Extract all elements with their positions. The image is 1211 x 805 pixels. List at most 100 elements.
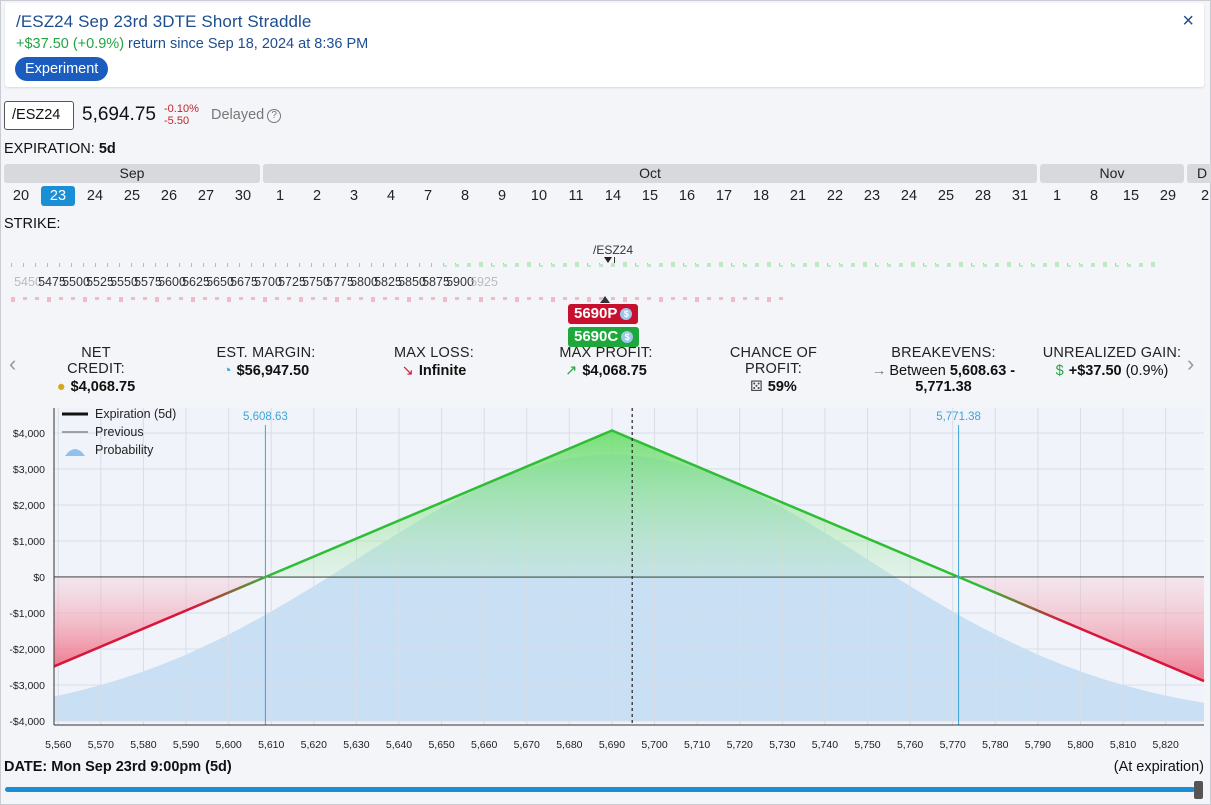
expiration-day[interactable]: 8 [1089,188,1099,204]
put-volume-bar [395,297,399,300]
put-leg-chip[interactable]: 5690P $ [568,304,639,324]
expiration-day[interactable]: 15 [1122,188,1140,204]
expiration-day[interactable]: 9 [497,188,507,204]
expiration-day[interactable]: 27 [197,188,215,204]
put-volume-bar [719,297,723,300]
strike-tick [71,263,72,267]
put-volume-bar [311,297,315,300]
expiration-day[interactable]: 1 [1052,188,1062,204]
expiration-day[interactable]: 1 [275,188,285,204]
strike-label-item[interactable]: 5725 [278,275,306,289]
expiration-day[interactable]: 3 [349,188,359,204]
strike-tick [323,263,324,267]
strike-label-item[interactable]: 5650 [206,275,234,289]
month-nov[interactable]: Nov [1040,164,1184,183]
expiration-day[interactable]: 23 [41,186,75,206]
question-circle-icon[interactable]: ? [267,109,282,123]
expiration-day[interactable]: 21 [789,188,807,204]
symbol-input[interactable]: /ESZ24 [4,101,74,130]
call-volume-bar [995,263,999,267]
strike-label-item[interactable]: 5700 [254,275,282,289]
expiration-day[interactable]: 18 [752,188,770,204]
strike-label-item[interactable]: 5475 [38,275,66,289]
expiration-day[interactable]: 24 [86,188,104,204]
strike-label-item[interactable]: 5600 [158,275,186,289]
change-absolute: -5.50 [164,115,190,127]
dice-icon: ⚄ [750,379,763,395]
x-tick-label: 5,670 [514,739,540,751]
y-tick-label: $1,000 [13,536,45,548]
call-volume-bar [743,264,747,267]
expiration-day[interactable]: 14 [604,188,622,204]
close-button[interactable]: × [1182,10,1194,32]
call-volume-bar [851,263,855,267]
call-volume-bar [935,264,939,267]
y-tick-label: -$3,000 [9,680,45,692]
expiration-day[interactable]: 16 [678,188,696,204]
expiration-day[interactable]: 4 [386,188,396,204]
call-volume-bar [683,265,687,267]
strike-tick [131,263,132,267]
expiration-day[interactable]: 22 [826,188,844,204]
expiration-day[interactable]: 29 [1159,188,1177,204]
call-volume-bar [707,263,711,267]
strike-label-item[interactable]: 5575 [134,275,162,289]
expiration-day[interactable]: 31 [1011,188,1029,204]
expiration-day[interactable]: 30 [234,188,252,204]
strike-label-item[interactable]: 5800 [350,275,378,289]
expiration-day[interactable]: 26 [160,188,178,204]
date-slider-handle[interactable] [1194,781,1203,799]
chevron-left-icon[interactable]: ‹ [9,351,17,376]
strike-label-item[interactable]: 5850 [398,275,426,289]
strike-tick [203,263,204,267]
strike-tick [35,263,36,267]
strike-tick [431,263,432,267]
experiment-tag[interactable]: Experiment [15,57,109,81]
strike-label-item[interactable]: 5525 [86,275,114,289]
date-slider-track[interactable] [5,787,1195,792]
expiration-day[interactable]: 23 [863,188,881,204]
expiration-day[interactable]: 25 [123,188,141,204]
expiration-day[interactable]: 2 [1200,188,1210,204]
strike-label-item[interactable]: 5900 [446,275,474,289]
call-volume-bar [1115,265,1119,267]
strike-tick [395,263,396,267]
expiration-day[interactable]: 7 [423,188,433,204]
expiration-day[interactable]: 15 [641,188,659,204]
strike-label-item[interactable]: 5500 [62,275,90,289]
strike-label-item[interactable]: 5925 [470,275,498,289]
x-tick-label: 5,710 [684,739,710,751]
strike-label-item[interactable]: 5775 [326,275,354,289]
expiration-day[interactable]: 28 [974,188,992,204]
month-sep[interactable]: Sep [4,164,260,183]
strike-label-item[interactable]: 5675 [230,275,258,289]
strike-label-item[interactable]: 5750 [302,275,330,289]
strike-label-item[interactable]: 5625 [182,275,210,289]
call-volume-bar [1055,262,1059,267]
expiration-day[interactable]: 25 [937,188,955,204]
expiration-day[interactable]: 11 [568,188,584,204]
put-volume-bar [323,297,327,300]
month-oct[interactable]: Oct [263,164,1037,183]
strike-label-item[interactable]: 5550 [110,275,138,289]
strike-label-item[interactable]: 5825 [374,275,402,289]
expiration-day[interactable]: 8 [460,188,470,204]
expiration-day[interactable]: 17 [715,188,733,204]
y-tick-label: $3,000 [13,464,45,476]
strike-tick [47,263,48,267]
arrow-down-right-icon: ↘ [401,363,414,379]
strike-ladder[interactable]: /ESZ24 5690P $ 5690C $ 5450 5475 5500 5525 555… [1,241,1211,351]
chevron-right-icon[interactable]: › [1187,351,1195,376]
strike-tick [23,263,24,267]
call-leg-chip[interactable]: 5690C $ [568,327,640,347]
month-dec[interactable]: D [1187,164,1211,183]
strike-label-item[interactable]: 5450 [14,275,42,289]
expiration-day[interactable]: 2 [312,188,322,204]
expiration-day[interactable]: 24 [900,188,918,204]
expiration-day[interactable]: 10 [530,188,548,204]
call-volume-bar [587,265,591,267]
pnl-chart[interactable]: 5,560 5,570 5,580 5,590 5,600 5,610 5,620 5,630… [1,403,1211,755]
strike-label-item[interactable]: 5875 [422,275,450,289]
expiration-day[interactable]: 20 [12,188,30,204]
